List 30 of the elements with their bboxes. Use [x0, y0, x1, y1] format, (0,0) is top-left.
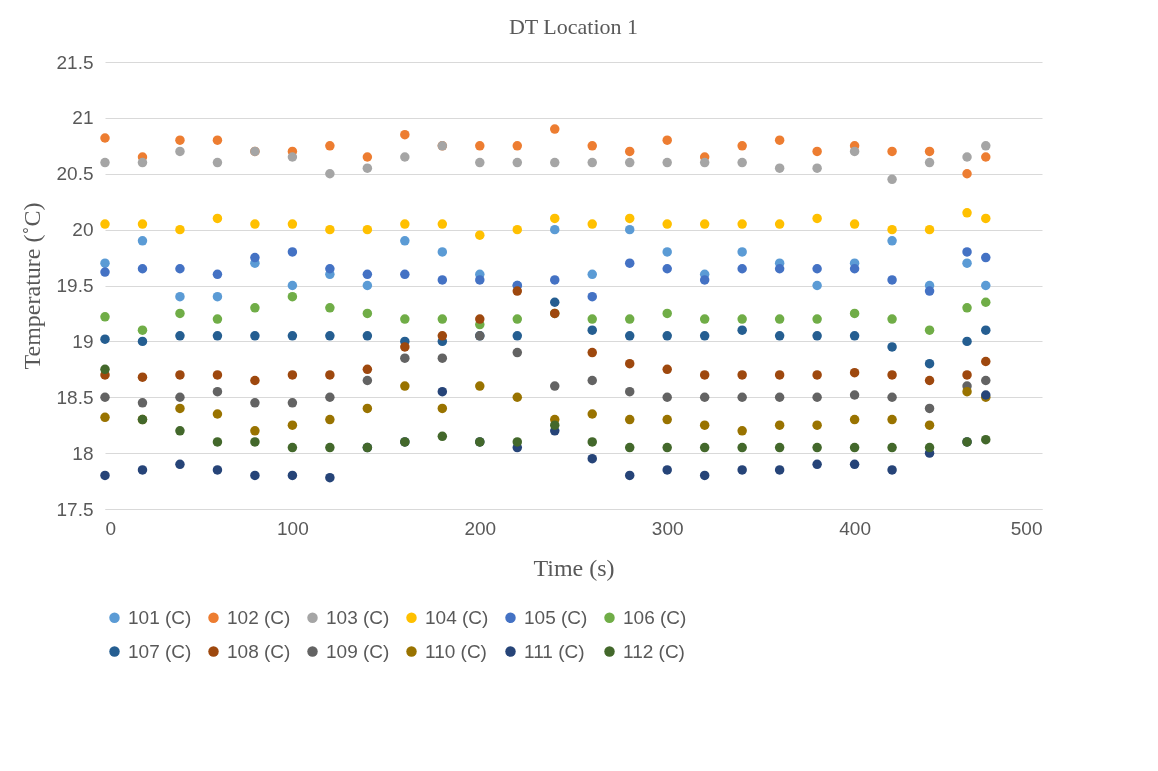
legend-label: 112 (C) [623, 640, 685, 662]
y-tick-label: 19.5 [56, 275, 94, 296]
y-tick-label: 20 [72, 219, 94, 241]
y-tick-label: 21.5 [56, 51, 94, 73]
legend-label: 104 (C) [425, 606, 489, 628]
legend-label: 105 (C) [524, 606, 588, 628]
chart-title: DT Location 1 [508, 14, 639, 39]
legend-label: 101 (C) [128, 606, 192, 628]
legend-label: 106 (C) [623, 606, 687, 628]
y-tick-label: 21 [72, 107, 94, 129]
legend-label: 107 (C) [128, 640, 192, 662]
x-tick-label: 400 [839, 517, 871, 539]
y-axis-title: Temperature (˚C) [18, 202, 45, 370]
legend-label: 103 (C) [326, 606, 390, 628]
y-tick-label: 20.5 [56, 163, 94, 185]
y-tick-label: 19 [72, 330, 94, 352]
x-tick-label: 500 [1010, 517, 1043, 539]
y-tick-label: 18.5 [56, 386, 94, 408]
y-tick-label: 18 [72, 442, 94, 464]
legend-label: 110 (C) [425, 640, 487, 662]
x-axis-title: Time (s) [533, 554, 615, 581]
y-tick-label: 17.5 [56, 498, 94, 520]
x-tick-label: 300 [651, 517, 684, 539]
x-tick-label: 0 [105, 517, 117, 539]
x-tick-label: 200 [464, 517, 497, 539]
legend-label: 111 (C) [524, 640, 585, 662]
legend-label: 109 (C) [326, 640, 390, 662]
legend-label: 102 (C) [227, 606, 291, 628]
legend-label: 108 (C) [227, 640, 291, 662]
x-tick-label: 100 [277, 517, 309, 539]
